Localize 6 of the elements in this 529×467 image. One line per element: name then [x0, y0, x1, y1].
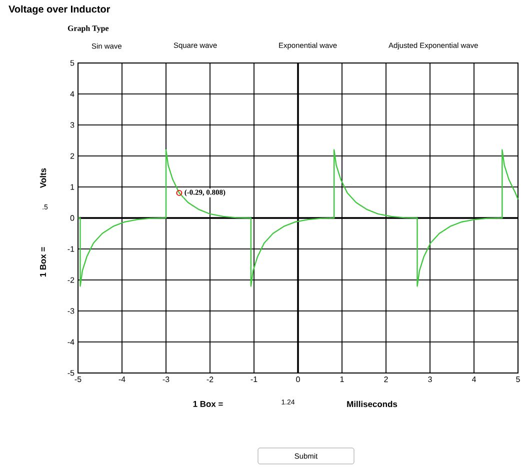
text: 1 Box =: [40, 247, 46, 277]
y-axis-title: Volts: [40, 168, 46, 188]
text: Milliseconds: [347, 400, 398, 408]
text: 1 Box =: [193, 401, 223, 407]
line-series: [77, 149, 519, 287]
chart-title: Voltage over Inductor: [8, 5, 110, 15]
